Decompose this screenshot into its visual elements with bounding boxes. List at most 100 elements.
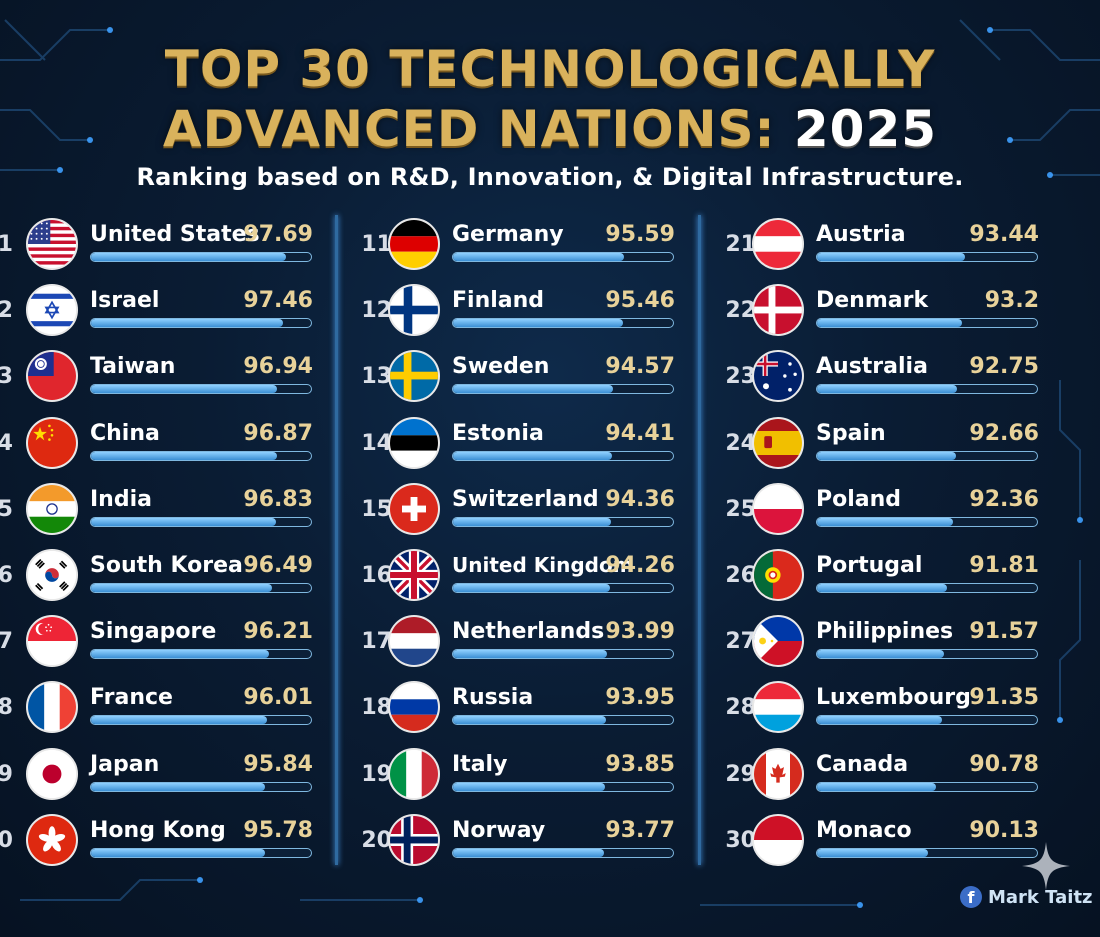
rank-number: 24 bbox=[725, 430, 756, 456]
flag-lu-icon bbox=[752, 681, 804, 734]
flag-hk-icon bbox=[26, 813, 78, 866]
country-name: Denmark bbox=[816, 288, 929, 314]
ranking-row: 24 Spain 92.66 bbox=[725, 416, 1056, 477]
score-value: 93.85 bbox=[605, 751, 675, 777]
ranking-row: 16 United Kingdom 94.26 bbox=[361, 549, 692, 609]
rank-number: 18 bbox=[361, 695, 392, 721]
ranking-row: 22 Denmark 93.2 bbox=[725, 284, 1056, 344]
country-name: India bbox=[90, 486, 152, 512]
ranking-row: 12 Finland 95.46 bbox=[361, 284, 692, 344]
title-line-1: TOP 30 TECHNOLOGICALLY bbox=[164, 40, 936, 98]
score-value: 96.49 bbox=[243, 553, 313, 578]
ranking-row: 20 Norway 93.77 bbox=[361, 813, 692, 874]
ranking-row: 03 Taiwan 96.94 bbox=[0, 350, 330, 410]
score-bar bbox=[90, 252, 312, 262]
score-bar-fill bbox=[453, 782, 606, 791]
ranking-row: 23 Australia 92.75 bbox=[725, 350, 1056, 410]
country-name: Philippines bbox=[816, 619, 954, 645]
score-bar bbox=[90, 450, 312, 461]
score-bar-fill bbox=[453, 385, 614, 394]
score-value: 97.46 bbox=[243, 288, 313, 314]
score-bar-fill bbox=[91, 848, 265, 857]
score-value: 94.26 bbox=[605, 553, 675, 578]
ranking-row: 25 Poland 92.36 bbox=[725, 482, 1056, 543]
score-bar bbox=[816, 252, 1038, 262]
country-name: United States bbox=[90, 222, 260, 247]
score-bar-fill bbox=[817, 319, 963, 328]
score-bar bbox=[452, 384, 674, 395]
ranking-row: 14 Estonia 94.41 bbox=[361, 416, 692, 477]
rank-number: 10 bbox=[0, 827, 13, 853]
flag-ru-icon bbox=[388, 681, 440, 734]
rank-number: 23 bbox=[725, 364, 756, 390]
score-value: 91.81 bbox=[969, 553, 1039, 578]
column-divider-2 bbox=[698, 215, 701, 865]
flag-no-icon bbox=[388, 813, 440, 866]
ranking-row: 30 Monaco 90.13 bbox=[725, 813, 1056, 874]
ranking-row: 05 India 96.83 bbox=[0, 482, 330, 543]
country-name: Italy bbox=[452, 751, 508, 777]
flag-nl-icon bbox=[388, 615, 440, 668]
country-name: Poland bbox=[816, 486, 902, 512]
score-bar-fill bbox=[91, 782, 266, 791]
score-bar bbox=[452, 781, 674, 792]
country-name: China bbox=[90, 420, 160, 446]
country-name: United Kingdom bbox=[452, 553, 634, 577]
score-bar bbox=[816, 781, 1038, 792]
score-value: 95.46 bbox=[605, 288, 675, 314]
rank-number: 06 bbox=[0, 563, 13, 588]
title-line-2: ADVANCED NATIONS: 2025 bbox=[0, 100, 1100, 158]
score-bar bbox=[452, 583, 674, 593]
credit-name: Mark Taitz bbox=[988, 886, 1093, 908]
score-bar bbox=[816, 847, 1038, 858]
score-value: 96.87 bbox=[243, 420, 313, 446]
score-bar-fill bbox=[91, 517, 277, 526]
ranking-row: 21 Austria 93.44 bbox=[725, 218, 1056, 278]
score-bar bbox=[816, 516, 1038, 527]
ranking-row: 04 China 96.87 bbox=[0, 416, 330, 477]
ranking-row: 02 Israel 97.46 bbox=[0, 284, 330, 344]
score-value: 96.21 bbox=[243, 619, 313, 645]
country-name: Singapore bbox=[90, 619, 217, 645]
country-name: Israel bbox=[90, 288, 160, 314]
rank-number: 07 bbox=[0, 629, 13, 655]
ranking-row: 08 France 96.01 bbox=[0, 681, 330, 741]
score-value: 91.35 bbox=[969, 685, 1039, 711]
rank-number: 12 bbox=[361, 298, 392, 324]
title-year: 2025 bbox=[793, 100, 938, 158]
score-bar-fill bbox=[91, 253, 286, 261]
flag-au-icon bbox=[752, 350, 804, 403]
ranking-row: 29 Canada 90.78 bbox=[725, 747, 1056, 808]
rank-number: 13 bbox=[361, 364, 392, 390]
ranking-row: 13 Sweden 94.57 bbox=[361, 350, 692, 410]
flag-mc-icon bbox=[752, 813, 804, 866]
score-bar-fill bbox=[817, 716, 942, 725]
ranking-row: 18 Russia 93.95 bbox=[361, 681, 692, 741]
score-bar-fill bbox=[817, 848, 929, 857]
country-name: Spain bbox=[816, 420, 886, 446]
score-value: 95.84 bbox=[243, 751, 313, 777]
score-bar bbox=[452, 516, 674, 527]
rank-number: 28 bbox=[725, 695, 756, 721]
flag-gb-icon bbox=[388, 549, 440, 601]
subtitle: Ranking based on R&D, Innovation, & Digi… bbox=[136, 163, 964, 191]
flag-de-icon bbox=[388, 218, 440, 270]
score-bar-fill bbox=[453, 451, 612, 460]
flag-fr-icon bbox=[26, 681, 78, 734]
flag-at-icon bbox=[752, 218, 804, 270]
score-bar-fill bbox=[91, 319, 284, 328]
flag-es-icon bbox=[752, 416, 804, 469]
flag-cn-icon bbox=[26, 416, 78, 469]
score-value: 90.13 bbox=[969, 817, 1039, 843]
score-bar-fill bbox=[453, 319, 624, 328]
country-name: Estonia bbox=[452, 420, 544, 446]
flag-pl-icon bbox=[752, 482, 804, 535]
rank-number: 03 bbox=[0, 364, 13, 390]
flag-dk-icon bbox=[752, 284, 804, 337]
ranking-row: 17 Netherlands 93.99 bbox=[361, 615, 692, 675]
country-name: South Korea bbox=[90, 553, 243, 578]
flag-ph-icon bbox=[752, 615, 804, 668]
flag-it-icon bbox=[388, 747, 440, 800]
